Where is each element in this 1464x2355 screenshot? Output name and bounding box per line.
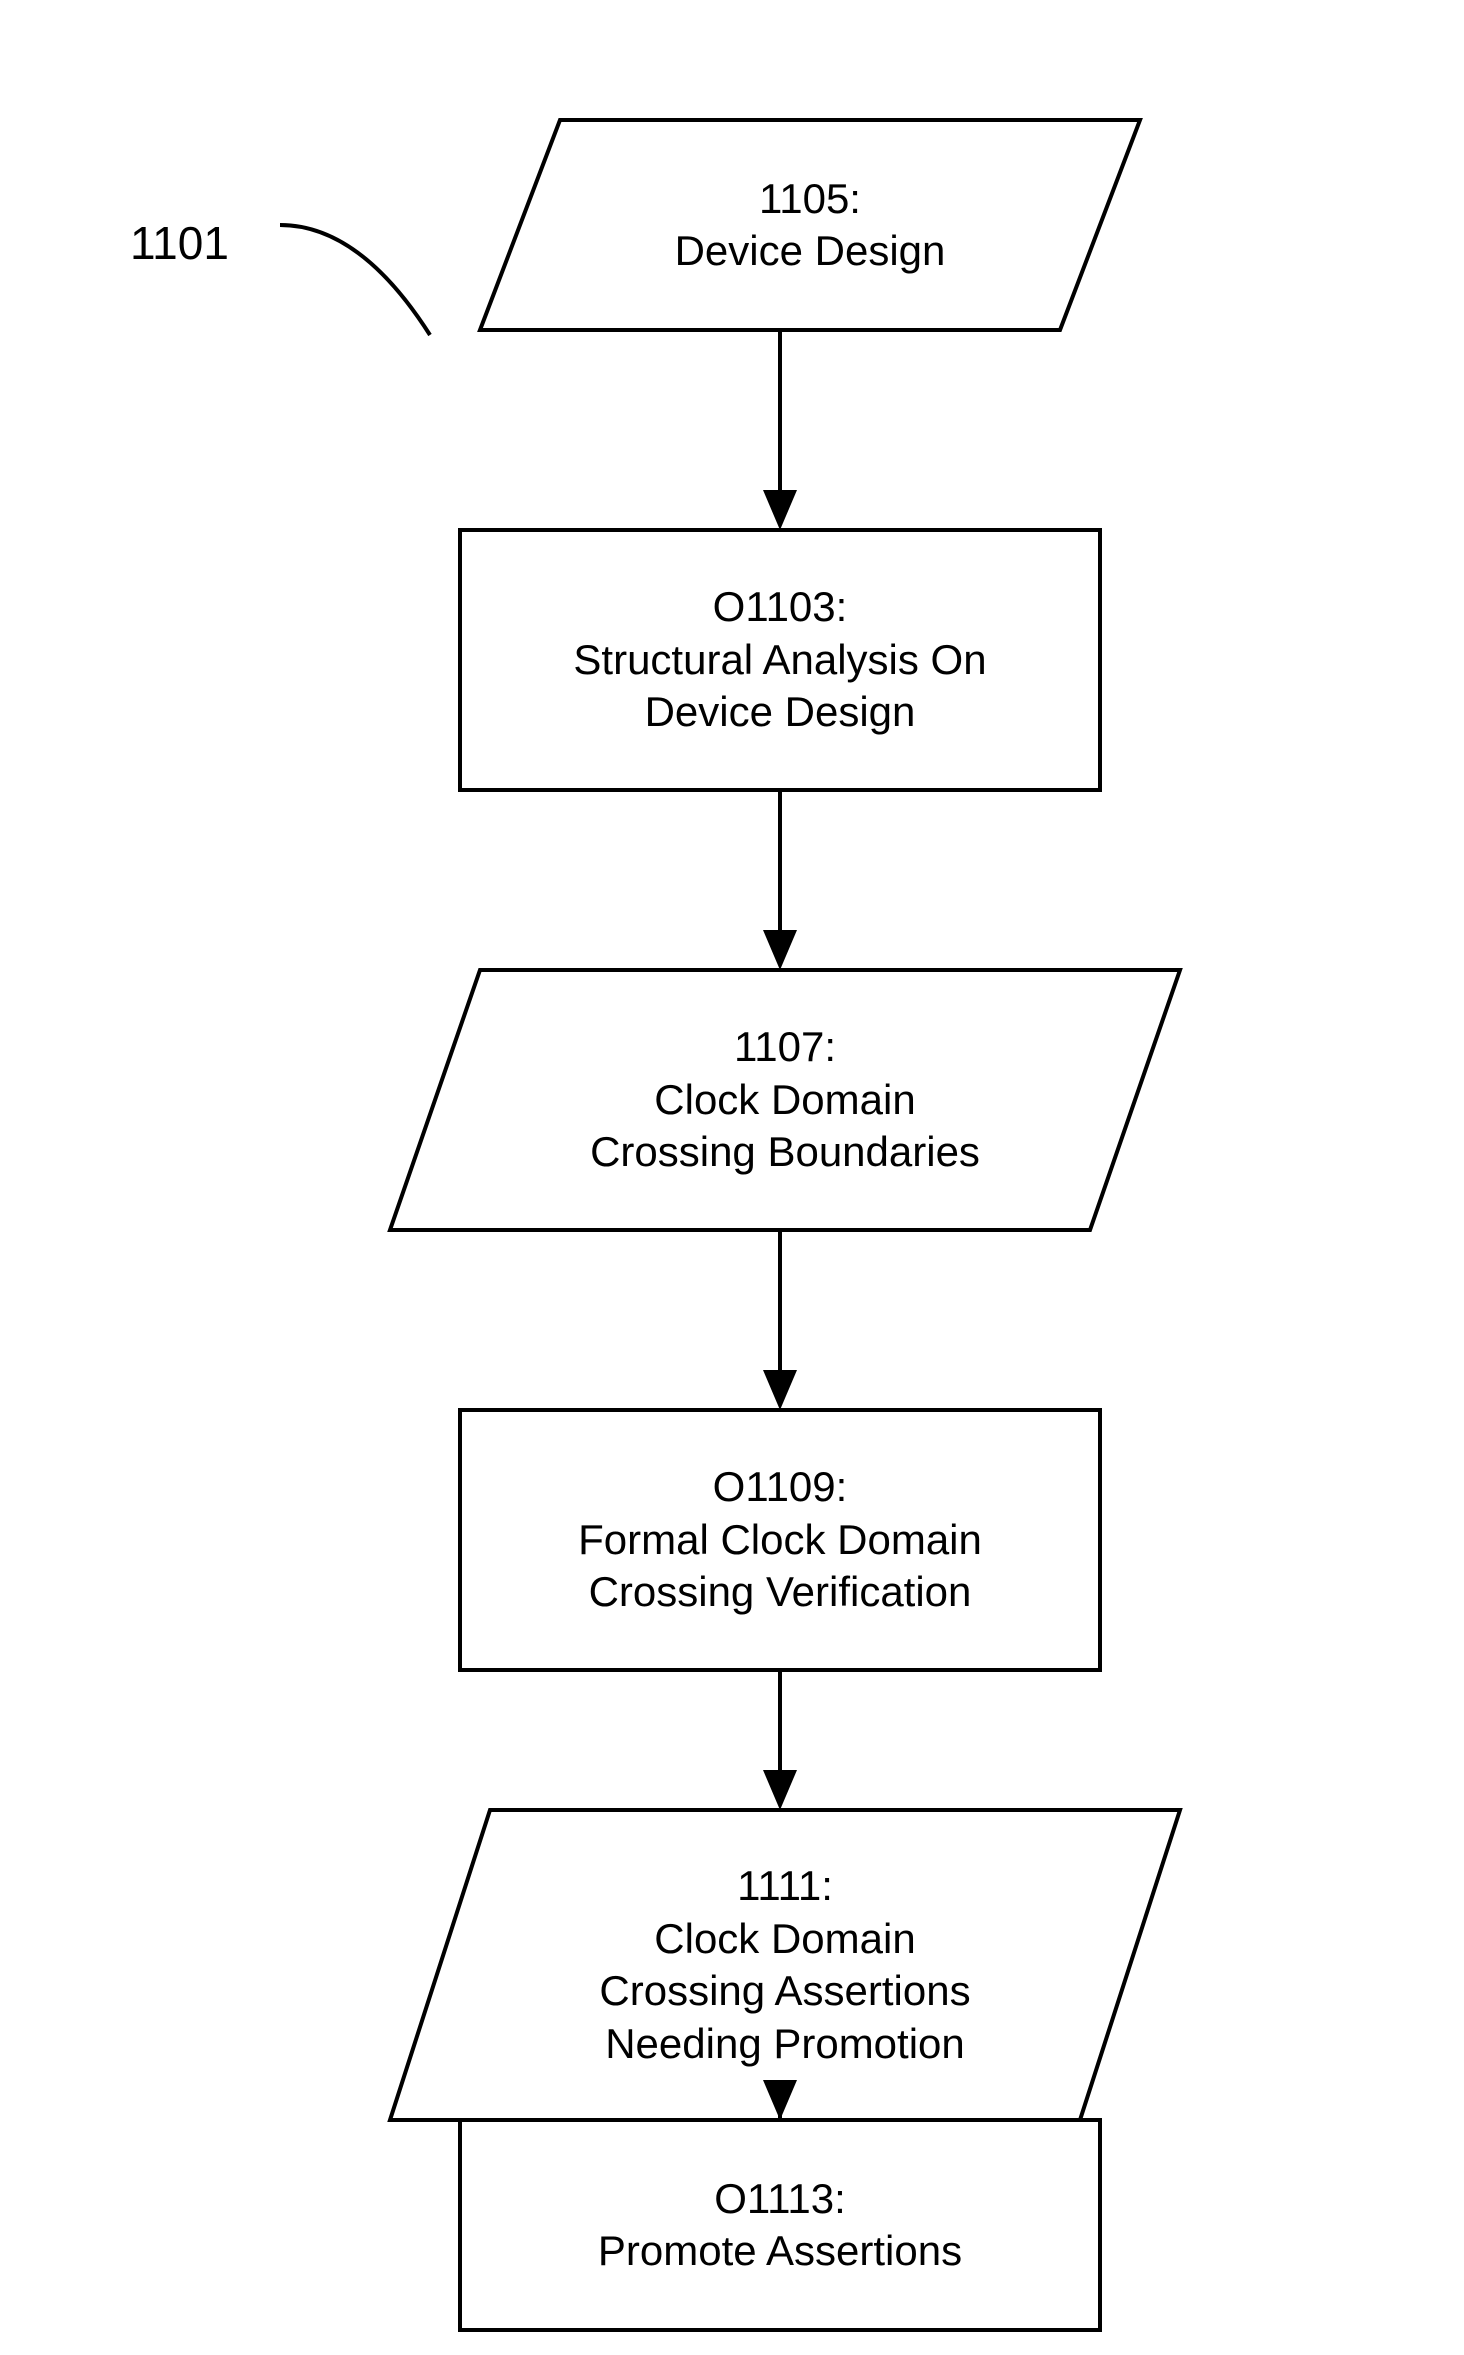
node-label-n1: 1105: Device Design: [480, 120, 1140, 330]
node-label-n4: O1109: Formal Clock Domain Crossing Veri…: [460, 1410, 1100, 1670]
arrowhead-0: [763, 490, 797, 530]
arrowhead-1: [763, 930, 797, 970]
annotation-leader: [280, 225, 430, 335]
arrowhead-2: [763, 1370, 797, 1410]
node-label-n5: 1111: Clock Domain Crossing Assertions N…: [390, 1810, 1180, 2120]
arrowhead-3: [763, 1770, 797, 1810]
annotation-label: 1101: [130, 215, 229, 273]
node-label-n3: 1107: Clock Domain Crossing Boundaries: [390, 970, 1180, 1230]
flowchart-canvas: 1105: Device Design O1103: Structural Ana…: [0, 0, 1464, 2355]
node-label-n6: O1113: Promote Assertions: [460, 2120, 1100, 2330]
node-label-n2: O1103: Structural Analysis On Device Des…: [460, 530, 1100, 790]
